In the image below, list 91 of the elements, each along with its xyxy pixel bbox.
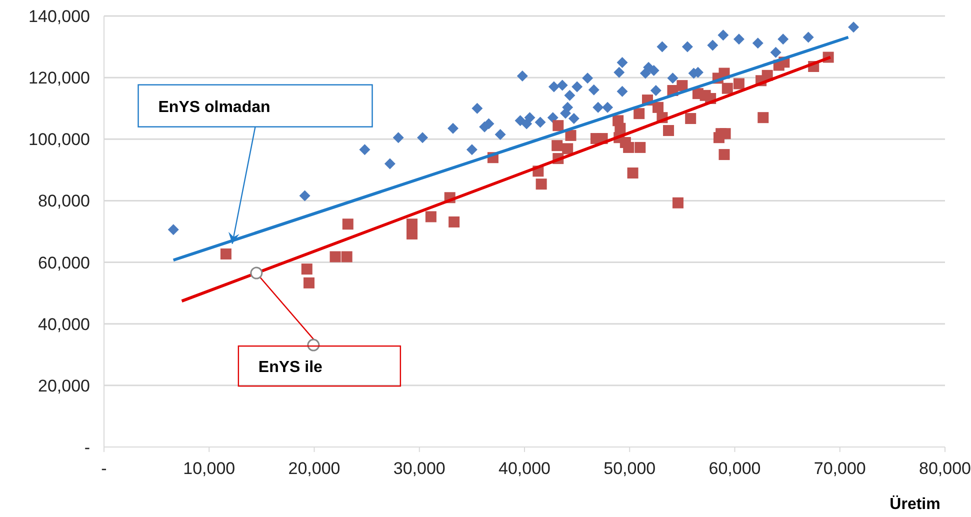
point [672,197,684,208]
x-tick-label: 10,000 [183,459,236,478]
x-axis-title: Üretim [890,495,940,513]
point [752,38,764,49]
y-tick-label: 40,000 [38,314,90,334]
point [650,85,662,96]
point [602,102,614,113]
point [588,84,600,96]
point [663,125,674,136]
point [521,118,532,130]
point [733,34,744,45]
point [656,41,668,52]
point [472,102,483,114]
point [568,113,580,124]
point [466,144,478,156]
point [733,78,744,90]
point [648,64,660,76]
point [425,211,436,222]
point [592,102,604,113]
x-tick-label: - [101,459,107,478]
point [406,228,418,240]
point [301,264,312,275]
point [560,108,571,119]
point [758,112,769,124]
point [303,277,314,288]
point [627,168,638,179]
point [614,66,625,78]
point [552,120,564,132]
point [448,216,460,228]
x-tick-label: 60,000 [708,459,761,478]
x-tick-label: 50,000 [604,459,656,478]
point [220,248,232,260]
y-tick-label: - [84,438,90,457]
point [392,132,404,144]
annotation: EnYS olmadan [158,98,270,116]
point [536,178,547,190]
point [548,81,560,92]
point [848,22,860,33]
point [572,81,583,92]
y-tick-label: 20,000 [38,376,90,396]
point [448,122,459,134]
x-tick-label: 30,000 [393,459,446,478]
y-tick-label: 120,000 [28,68,90,88]
point [616,86,628,97]
point [634,142,646,153]
point [406,218,418,230]
point [359,144,370,156]
point [718,30,729,41]
y-tick-label: 80,000 [38,192,90,211]
point [802,32,814,43]
point [552,140,563,152]
point [524,112,536,124]
point [330,251,341,262]
point [534,116,546,128]
y-tick-label: 100,000 [28,130,90,150]
point [770,46,782,58]
point [634,108,645,120]
point [778,34,789,45]
point [494,129,506,140]
point [718,149,730,160]
point [547,112,558,124]
point [384,158,396,170]
point [417,132,428,144]
point [562,143,574,154]
point [685,113,696,124]
point [682,41,693,52]
point [707,40,718,51]
point [652,102,664,113]
point [516,70,528,82]
x-tick-label: 80,000 [919,459,971,478]
point [722,82,733,94]
x-tick-label: 20,000 [288,459,340,478]
point [341,251,352,262]
point [299,190,310,202]
point [342,218,354,230]
annotation: EnYS ile [258,359,323,376]
point [564,90,576,101]
point [565,130,576,141]
point [676,80,688,92]
y-tick-label: 60,000 [38,253,90,272]
point [640,68,651,79]
point [616,56,628,68]
point [582,72,594,84]
x-tick-label: 40,000 [498,459,550,478]
point [667,72,678,84]
x-tick-label: 70,000 [814,459,866,478]
y-tick-label: 140,000 [28,7,90,26]
point [514,115,526,126]
point [168,224,179,236]
point [556,80,568,91]
point [623,142,634,153]
